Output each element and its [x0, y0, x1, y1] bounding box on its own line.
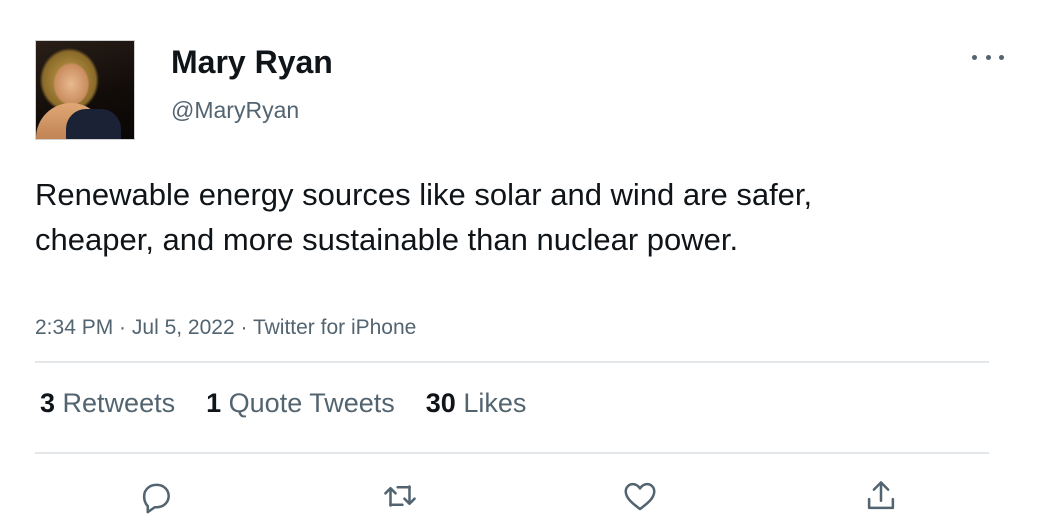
- author-name[interactable]: Mary Ryan: [171, 44, 333, 80]
- likes-count: 30: [425, 388, 456, 418]
- share-icon[interactable]: [859, 474, 903, 518]
- divider: [35, 452, 989, 454]
- author-handle[interactable]: @MaryRyan: [171, 97, 300, 123]
- tweet-actions: [0, 474, 1050, 518]
- likes-stat[interactable]: 30 Likes: [426, 388, 527, 419]
- retweets-stat[interactable]: 3 Retweets: [40, 388, 175, 419]
- retweet-icon[interactable]: [378, 474, 422, 518]
- reply-icon[interactable]: [134, 474, 178, 518]
- retweets-label: Retweets: [62, 388, 176, 418]
- tweet-source[interactable]: Twitter for iPhone: [252, 316, 417, 339]
- divider: [35, 361, 989, 363]
- likes-label: Likes: [463, 388, 527, 418]
- tweet-meta: 2:34 PM · Jul 5, 2022 · Twitter for iPho…: [35, 316, 416, 340]
- meta-separator: ·: [234, 316, 253, 339]
- tweet-stats: 3 Retweets 1 Quote Tweets 30 Likes: [40, 388, 526, 419]
- tweet-date[interactable]: Jul 5, 2022: [131, 316, 235, 339]
- avatar[interactable]: [35, 40, 135, 140]
- quote-tweets-count: 1: [206, 388, 222, 418]
- tweet-text: Renewable energy sources like solar and …: [35, 177, 813, 257]
- more-horizontal-icon[interactable]: [972, 50, 1004, 64]
- heart-icon[interactable]: [618, 474, 662, 518]
- retweets-count: 3: [40, 388, 56, 418]
- quote-tweets-stat[interactable]: 1 Quote Tweets: [206, 388, 395, 419]
- quote-tweets-label: Quote Tweets: [228, 388, 395, 418]
- tweet-time[interactable]: 2:34 PM: [35, 316, 114, 339]
- meta-separator: ·: [113, 316, 132, 339]
